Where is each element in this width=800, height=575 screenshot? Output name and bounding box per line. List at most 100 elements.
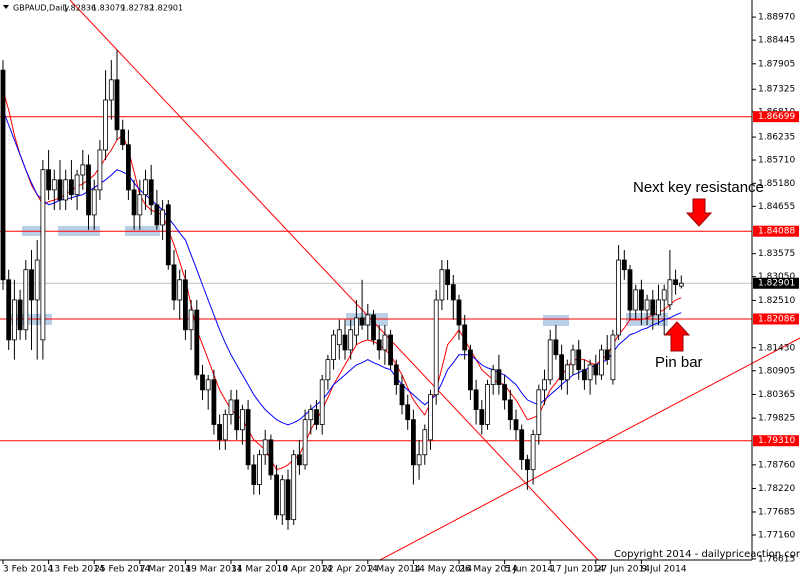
y-tick-label: 1.88970 (758, 13, 795, 23)
candle-body (302, 419, 308, 466)
candle-body (160, 209, 166, 226)
arrow-down (685, 198, 713, 227)
candle-body (40, 169, 46, 341)
annotation: Next key resistance (633, 179, 764, 196)
candle-body (126, 144, 131, 191)
candle-body (342, 334, 348, 351)
x-tick-label: 9 Jul 2014 (641, 565, 686, 575)
x-tick-label: 7 Mar 2014 (140, 565, 192, 575)
candle-body (667, 279, 673, 306)
support-zone (543, 315, 569, 326)
candle-body (319, 379, 325, 425)
y-tick-label: 1.81430 (758, 343, 795, 353)
candle-body (234, 399, 240, 431)
level-label: 1.84088 (758, 227, 795, 237)
candle-body (399, 384, 405, 406)
level-label: 1.86699 (758, 112, 795, 122)
y-tick-label: 1.85710 (758, 156, 795, 166)
candle-body (97, 149, 103, 191)
x-tick-label: 22 Apr 2014 (322, 565, 378, 575)
candle-body (165, 204, 171, 266)
candle-body (114, 79, 120, 131)
trend-line (69, 0, 599, 561)
candle-body (34, 259, 40, 301)
candle-body (502, 384, 508, 401)
candle-body (513, 419, 519, 431)
candle-body (314, 409, 319, 425)
candle-body (382, 334, 388, 351)
candle-body (29, 269, 34, 301)
annotation: Pin bar (655, 354, 703, 371)
ohlc-value: 1.83079 (92, 4, 125, 13)
y-tick-label: 1.77160 (758, 531, 795, 541)
y-tick-label: 1.78220 (758, 484, 795, 494)
y-tick-label: 1.80365 (758, 390, 795, 400)
candle-body (627, 269, 633, 311)
candle-body (393, 364, 399, 385)
candle-body (376, 339, 382, 351)
x-tick-label: 3 Feb 2014 (3, 565, 54, 575)
candle-body (582, 369, 587, 381)
candle-body (228, 399, 234, 415)
candle-body (639, 289, 644, 311)
candle-body (103, 99, 108, 151)
candle-body (587, 364, 593, 381)
level-label: 1.82901 (758, 279, 795, 289)
candle-body (200, 374, 205, 391)
candle-body (11, 299, 17, 341)
candle-body (621, 259, 627, 271)
candle-body (661, 289, 667, 301)
candle-body (547, 339, 553, 381)
candle-body (422, 429, 428, 456)
y-tick-label: 1.82510 (758, 296, 795, 306)
x-tick-label: 31 Mar 2014 (231, 565, 288, 575)
level-label-box (753, 225, 799, 237)
candle-body (656, 299, 661, 316)
candle-body (365, 314, 371, 326)
candle-body (217, 424, 223, 441)
candle-body (593, 364, 599, 376)
candle-body (251, 464, 257, 485)
candle-body (536, 389, 542, 435)
candle-body (496, 369, 502, 385)
candle-body (616, 259, 621, 336)
ohlc-value: 1.82836 (63, 4, 96, 13)
level-label: 1.79310 (758, 436, 795, 446)
candle-body (182, 279, 188, 331)
candle-body (205, 379, 211, 391)
candle-body (388, 334, 394, 366)
candle-body (473, 389, 479, 410)
candle-body (678, 282, 684, 287)
ohlc-value: 1.82901 (150, 4, 183, 13)
candle-body (467, 349, 473, 391)
candle-body (553, 339, 559, 356)
candle-body (6, 279, 12, 341)
candle-body (154, 204, 160, 226)
candle-body (439, 269, 445, 301)
candle-body (51, 179, 57, 191)
candle-body (23, 269, 29, 331)
x-tick-label: 10 Apr 2014 (277, 565, 333, 575)
level-label-box (753, 277, 799, 289)
chart-title: GBPAUD,Daily (13, 4, 70, 13)
candle-body (17, 299, 23, 331)
candle-body (610, 334, 616, 381)
level-label-box (753, 435, 799, 447)
candle-body (371, 314, 376, 341)
candle-body (525, 459, 530, 471)
y-tick-label: 1.80905 (758, 366, 795, 376)
candle-body (137, 194, 143, 216)
x-tick-label: 26 May 2014 (459, 565, 518, 575)
candle-body (46, 169, 51, 191)
level-label-box (753, 111, 799, 123)
menu-icon (3, 5, 9, 9)
y-tick-label: 1.87905 (758, 59, 795, 69)
footer: Copyright 2014 - dailypriceaction.com (614, 549, 800, 560)
candle-body (74, 174, 80, 196)
y-tick-label: 1.84655 (758, 202, 795, 212)
candle-body (433, 299, 439, 396)
y-tick-label: 1.88445 (758, 36, 795, 46)
x-tick-label: 5 Jun 2014 (505, 565, 554, 575)
